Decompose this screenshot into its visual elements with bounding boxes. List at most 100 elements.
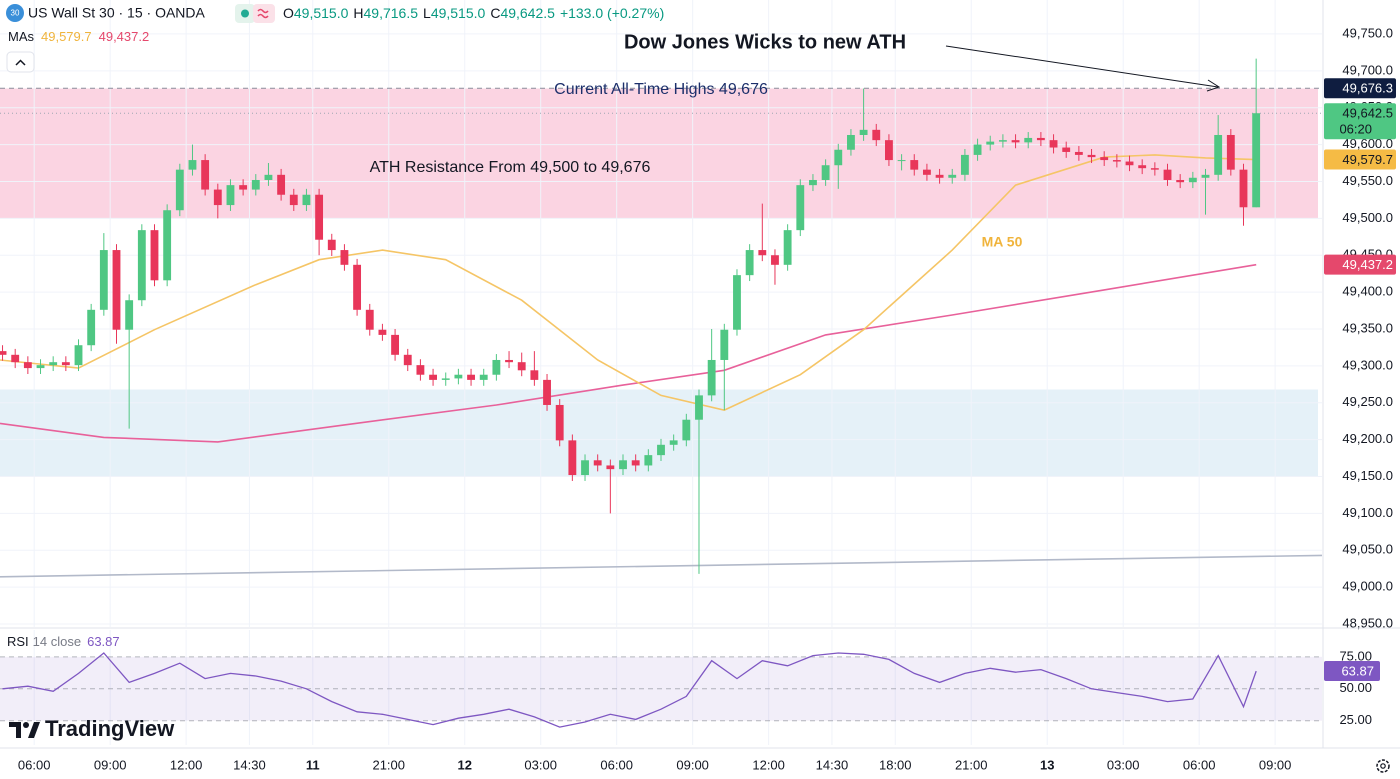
candle-body bbox=[492, 359, 501, 375]
rsi-value-label: 63.87 bbox=[1341, 663, 1374, 678]
candle-body bbox=[49, 362, 58, 366]
candle-body bbox=[695, 395, 703, 420]
candle-body bbox=[125, 300, 134, 330]
y-tick-label: 49,700.0 bbox=[1342, 62, 1393, 77]
y-tick-label: 49,550.0 bbox=[1342, 173, 1393, 188]
candle-body bbox=[821, 165, 830, 180]
y-tick-label: 49,350.0 bbox=[1342, 320, 1393, 335]
candle-body bbox=[707, 359, 716, 396]
x-tick-label: 06:00 bbox=[1183, 757, 1216, 772]
mid-layer: 48,950.0 49,000.0 49,050.0 49,100.0 49,150.0… bbox=[0, 25, 1393, 772]
symbol-title: US Wall St 30 · 15 · OANDA bbox=[28, 5, 206, 21]
candle-body bbox=[657, 444, 665, 456]
candle-body bbox=[1112, 160, 1121, 162]
candle-body bbox=[74, 345, 83, 366]
candle-body bbox=[1087, 154, 1096, 158]
collapse-button[interactable] bbox=[6, 51, 35, 73]
indicator-line bbox=[0, 554, 1323, 578]
x-tick-label: 21:00 bbox=[372, 757, 405, 772]
candle-body bbox=[834, 149, 843, 166]
candle-body bbox=[353, 264, 362, 310]
price-label-box bbox=[1324, 78, 1396, 99]
candle-body bbox=[302, 194, 311, 206]
candle-body bbox=[1138, 165, 1147, 169]
candle-body bbox=[201, 160, 210, 190]
x-tick-label: 12 bbox=[457, 757, 471, 772]
y-tick-label: 49,150.0 bbox=[1342, 468, 1393, 483]
candle-body bbox=[530, 370, 539, 380]
y-tick-label: 49,600.0 bbox=[1342, 136, 1393, 151]
ma-legend: MAs 49,579.7 49,437.2 bbox=[8, 29, 149, 44]
candle-body bbox=[137, 230, 146, 301]
annotation-arrow bbox=[945, 45, 1219, 88]
candle-body bbox=[998, 140, 1007, 142]
candle-body bbox=[23, 362, 32, 369]
candle-body bbox=[87, 309, 96, 346]
y-tick-label: 49,300.0 bbox=[1342, 357, 1393, 372]
candle-body bbox=[505, 359, 513, 363]
data-delay-icon bbox=[257, 8, 269, 19]
ath-annotation: Current All-Time Highs 49,676 bbox=[554, 81, 768, 98]
x-tick-label: 09:00 bbox=[94, 757, 127, 772]
candle-body bbox=[1226, 134, 1235, 170]
ohlc-value: 49,642.5 bbox=[500, 5, 555, 21]
candle-body bbox=[555, 404, 564, 441]
candle-body bbox=[36, 365, 45, 369]
candle-body bbox=[1074, 151, 1083, 155]
candle-body bbox=[1100, 157, 1109, 161]
candle-body bbox=[517, 362, 526, 371]
candle-body bbox=[783, 230, 792, 265]
settings-button[interactable] bbox=[1376, 759, 1390, 773]
logo-mark bbox=[9, 722, 21, 738]
candle-body bbox=[809, 179, 817, 186]
ohlc-key: O bbox=[283, 5, 294, 21]
candle-body bbox=[859, 129, 868, 135]
candle-body bbox=[581, 460, 589, 476]
rsi-tick-label: 50.00 bbox=[1339, 680, 1372, 695]
candle-body bbox=[1150, 168, 1159, 170]
candle-body bbox=[61, 362, 70, 366]
ma50-annotation: MA 50 bbox=[982, 234, 1023, 250]
candle-body bbox=[745, 250, 754, 276]
candle-body bbox=[112, 250, 121, 330]
candle-body bbox=[568, 440, 577, 476]
price-label-box bbox=[1324, 149, 1396, 170]
candle-body bbox=[1049, 140, 1058, 148]
price-label: 49,579.7 bbox=[1342, 152, 1393, 167]
candle-body bbox=[872, 129, 881, 141]
candle-body bbox=[606, 465, 615, 470]
candle-body bbox=[948, 174, 957, 178]
candle-body bbox=[682, 419, 691, 441]
candle-body bbox=[416, 365, 425, 375]
candle-body bbox=[758, 250, 767, 256]
x-tick-label: 14:30 bbox=[233, 757, 266, 772]
candle-body bbox=[885, 140, 893, 161]
x-tick-label: 06:00 bbox=[18, 757, 51, 772]
candle-body bbox=[188, 160, 197, 170]
candle-body bbox=[378, 329, 387, 335]
candle-body bbox=[1163, 169, 1172, 180]
ma-label: MAs bbox=[8, 29, 35, 44]
indicator-line bbox=[0, 263, 1257, 443]
rsi-value-box bbox=[1324, 661, 1380, 682]
logo-mark bbox=[28, 722, 40, 738]
x-tick-label: 11 bbox=[306, 757, 320, 772]
candle-body bbox=[0, 351, 7, 355]
candle-body bbox=[327, 239, 336, 251]
x-tick-label: 12:00 bbox=[752, 757, 785, 772]
candle-body bbox=[403, 354, 412, 366]
settings-icon bbox=[1380, 763, 1386, 769]
candle-body bbox=[897, 160, 906, 162]
x-tick-label: 03:00 bbox=[524, 757, 557, 772]
market-status-dot bbox=[241, 9, 249, 18]
collapse-icon bbox=[15, 59, 26, 66]
ohlc-value: 49,515.0 bbox=[431, 5, 486, 21]
price-zone bbox=[0, 389, 1318, 477]
zone-annotation: ATH Resistance From 49,500 to 49,676 bbox=[370, 159, 651, 176]
candle-body bbox=[796, 185, 805, 231]
candle-body bbox=[986, 141, 995, 145]
rsi-legend: RSI 14 close 63.87 bbox=[7, 634, 120, 649]
candle-body bbox=[429, 374, 437, 380]
